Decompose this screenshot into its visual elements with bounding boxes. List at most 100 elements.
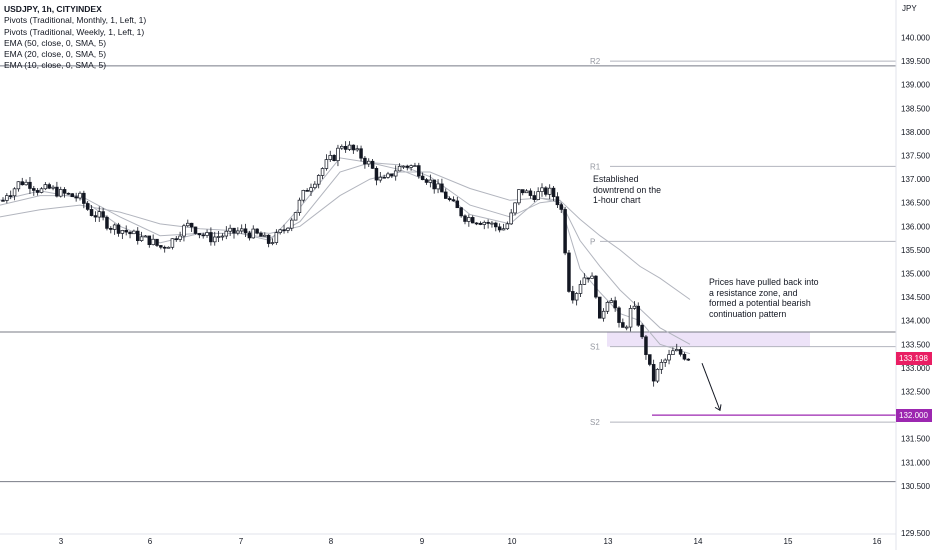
candle-body-99 [382,176,386,179]
legend-title[interactable]: USDJPY, 1h, CITYINDEX [4,4,102,14]
candle-body-13 [51,186,55,189]
legend-ema-10[interactable]: EMA (10, close, 0, SMA, 5) [4,60,107,71]
candle-body-8 [32,188,36,191]
ema-20-line [0,162,691,345]
candle-body-60 [232,227,236,234]
candle-body-61 [236,230,240,234]
time-axis[interactable]: 3 6 7 8 9 10 13 14 15 16 [0,533,896,546]
candle-body-23 [89,209,94,216]
y-tick-label: 136.000 [901,222,930,231]
candle-body-58 [224,230,229,237]
legend-ema-20[interactable]: EMA (20, close, 0, SMA, 5) [4,49,107,60]
candle-body-147 [567,252,571,292]
candle-body-129 [497,226,502,231]
candle-body-108 [417,165,421,177]
candle-body-0 [1,199,5,202]
indicator-legend: USDJPY, 1h, CITYINDEX Pivots (Traditiona… [4,4,146,72]
candle-body-163 [628,308,633,328]
x-tick-label: 6 [148,537,153,546]
candle-body-14 [55,186,59,197]
candle-body-137 [528,190,533,196]
x-tick-label: 8 [329,537,334,546]
legend-pivots-monthly[interactable]: Pivots (Traditional, Monthly, 1, Left, 1… [4,15,147,26]
candle-body-75 [290,219,294,229]
candle-body-25 [97,211,101,218]
candle-body-173 [667,354,671,361]
candle-body-162 [624,326,629,329]
candle-body-174 [671,350,675,355]
candle-body-4 [16,181,21,190]
legend-pivots-weekly[interactable]: Pivots (Traditional, Weekly, 1, Left, 1) [4,26,145,37]
candle-body-79 [305,190,309,192]
pivot-label-s2: S2 [590,418,600,427]
candle-body-66 [255,228,259,234]
candle-body-170 [655,368,660,382]
candle-body-35 [136,230,140,241]
candle-body-44 [170,238,175,248]
resistance-zone [607,332,810,347]
candle-body-71 [274,232,279,243]
candle-body-15 [58,189,63,197]
candle-body-112 [432,179,436,190]
candle-body-89 [343,146,348,150]
candle-body-110 [424,179,429,183]
candle-body-96 [370,160,375,169]
candle-body-10 [39,188,44,193]
pivot-label-p: P [590,237,595,246]
candle-body-166 [640,324,644,338]
candle-body-74 [286,227,290,231]
candle-body-87 [336,147,340,161]
candle-body-70 [270,242,275,244]
y-tick-label: 132.500 [901,388,930,397]
candle-body-1 [5,195,9,201]
candle-body-123 [474,222,479,225]
y-tick-label: 139.000 [901,81,930,90]
candle-body-67 [259,232,263,237]
candle-body-107 [413,165,417,167]
x-tick-label: 9 [420,537,425,546]
pullback-annotation: Prices have pulled back into a resistanc… [709,277,819,319]
y-tick-label: 135.000 [901,270,930,279]
legend-ema-50[interactable]: EMA (50, close, 0, SMA, 5) [4,37,107,48]
candle-body-153 [590,275,594,279]
candle-body-45 [174,238,179,241]
candle-body-117 [451,199,456,202]
price-axis[interactable]: 129.500 130.500 131.000 131.500 132.000 132.5… [895,0,932,550]
candle-body-106 [409,165,413,168]
candle-body-39 [151,238,155,245]
candle-body-118 [455,200,460,209]
y-tick-label: 133.500 [901,340,930,349]
current-price-tag: 133.198 [896,352,932,366]
y-tick-label: 137.500 [901,152,930,161]
candle-body-51 [197,233,202,236]
x-tick-label: 14 [694,537,703,546]
candle-body-144 [555,196,560,206]
candle-body-115 [444,191,448,199]
candle-body-172 [663,359,667,363]
candle-body-28 [109,228,113,230]
candle-body-176 [678,349,683,355]
candle-body-47 [182,225,186,237]
candle-body-33 [128,231,132,235]
downtrend-annotation: Established downtrend on the 1-hour char… [593,174,661,205]
candle-body-154 [594,275,598,298]
x-tick-label: 16 [873,537,882,546]
x-tick-label: 7 [239,537,244,546]
candle-body-104 [401,165,406,168]
candle-body-27 [105,216,109,229]
candle-body-116 [447,198,452,201]
candle-body-149 [574,293,579,301]
candle-body-17 [66,192,71,195]
candle-body-69 [266,234,271,244]
candles [1,141,691,387]
candle-body-164 [632,305,637,309]
candle-body-122 [470,217,475,224]
candle-body-131 [505,223,510,230]
candle-body-138 [532,195,537,200]
candle-body-19 [74,196,78,199]
candle-body-109 [420,175,425,181]
candle-body-142 [547,187,552,195]
horizontal-lines [0,65,896,483]
candle-body-52 [201,234,205,237]
